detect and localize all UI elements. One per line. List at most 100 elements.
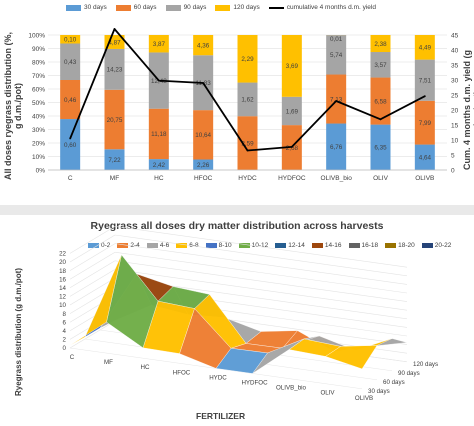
data-label-90-days-hydfoc: 1,69 <box>286 108 299 115</box>
data-label-120-days-olivb-bio: 0,01 <box>330 36 343 43</box>
data-label-120-days-c: 0,10 <box>64 37 77 44</box>
left-tick-60: 60% <box>32 86 45 93</box>
legend-item-band-12-14: 12-14 <box>275 242 305 249</box>
side-gridline-18 <box>69 243 116 271</box>
right-tick-40: 40 <box>451 47 459 54</box>
legend-label-30-days: 30 days <box>84 4 107 11</box>
surface-depth-tick-30-days: 30 days <box>368 388 390 395</box>
bar-segment-60-days-oliv <box>370 77 391 125</box>
bar-segment-90-days-olivb <box>414 59 435 101</box>
surface-x-tick-hydc: HYDC <box>209 374 227 381</box>
bar-segment-120-days-hc <box>148 35 169 53</box>
bar-segment-90-days-hydc <box>237 82 258 117</box>
data-label-60-days-olivb: 7,99 <box>419 120 432 127</box>
x-tick-oliv: OLIV <box>373 175 388 182</box>
data-label-90-days-olivb: 7,51 <box>419 77 432 84</box>
x-tick-hc: HC <box>154 175 164 182</box>
data-label-90-days-oliv: 3,57 <box>374 62 387 69</box>
data-label-60-days-hc: 11,18 <box>151 131 167 138</box>
legend-label-band-16-18: 16-18 <box>361 242 379 249</box>
left-tick-80: 80% <box>32 59 45 66</box>
data-label-120-days-hfoc: 4,36 <box>197 42 210 49</box>
stacked-bar-chart-panel: 30 days 60 days 90 days 120 days cumulat… <box>0 0 474 204</box>
side-gridline-14 <box>69 260 116 289</box>
z-tick-14: 14 <box>59 285 66 292</box>
right-tick-5: 5 <box>451 152 455 159</box>
bar-segment-30-days-hfoc <box>193 159 214 170</box>
side-gridline-12 <box>69 269 116 297</box>
bar-segment-120-days-olivb <box>414 35 435 60</box>
legend-item-cumulative: cumulative 4 months d.m. yield <box>268 4 376 11</box>
bar-segment-30-days-mf <box>104 149 125 170</box>
legend-swatch-band-14-16 <box>311 243 323 248</box>
left-tick-30: 30% <box>32 127 45 134</box>
z-tick-2: 2 <box>63 337 67 344</box>
bar-segment-120-days-hfoc <box>193 35 214 56</box>
left-tick-70: 70% <box>32 73 45 80</box>
legend-label-band-12-14: 12-14 <box>288 242 305 249</box>
bar-segment-120-days-oliv <box>370 35 391 53</box>
bar-segment-30-days-oliv <box>370 124 391 170</box>
legend-label-band-20-22: 20-22 <box>434 242 452 249</box>
back-gridline-12 <box>114 269 408 311</box>
legend-swatch-cumulative-line <box>268 6 284 9</box>
bar-segment-60-days-hc <box>148 108 169 160</box>
legend-swatch-band-0-2 <box>88 243 99 248</box>
bar-segment-90-days-olivb-bio <box>326 35 347 75</box>
z-tick-10: 10 <box>59 302 66 309</box>
left-tick-10: 10% <box>32 154 45 161</box>
side-gridline-16 <box>69 251 116 280</box>
side-gridline-20 <box>69 234 116 263</box>
data-label-120-days-hydfoc: 3,69 <box>286 63 299 70</box>
surface-depth-tick-120-days: 120 days <box>413 361 438 368</box>
legend-swatch-band-2-4 <box>117 243 129 248</box>
surface-cell-c-30-days <box>69 254 122 346</box>
legend-item-90-days: 90 days <box>165 4 206 11</box>
legend-item-30-days: 30 days <box>66 4 107 11</box>
surface-depth-tick-60-days: 60 days <box>383 379 405 386</box>
cumulative-point-oliv <box>379 118 382 121</box>
surface-chart-panel: Ryegrass all doses dry matter distributi… <box>0 215 474 426</box>
legend-item-band-2-4: 2-4 <box>117 242 140 249</box>
legend-label-60-days: 60 days <box>133 4 157 11</box>
legend-label-band-10-12: 10-12 <box>251 242 269 249</box>
legend-item-band-10-12: 10-12 <box>238 242 269 249</box>
data-label-30-days-olivb-bio: 6,76 <box>330 144 343 151</box>
data-label-30-days-hc: 2,42 <box>153 162 166 169</box>
bar-segment-30-days-hc <box>148 159 169 170</box>
x-tick-mf: MF <box>110 175 119 182</box>
data-label-30-days-mf: 7,22 <box>108 157 121 164</box>
z-tick-20: 20 <box>59 259 66 266</box>
surface-x-tick-oliv: OLIV <box>320 390 335 397</box>
surface-x-tick-mf: MF <box>104 359 113 366</box>
back-gridline-22 <box>114 226 408 268</box>
left-tick-40: 40% <box>32 113 45 120</box>
legend-item-60-days: 60 days <box>115 4 157 11</box>
z-tick-8: 8 <box>63 311 67 318</box>
surface-x-tick-hydfoc: HYDFOC <box>241 380 268 387</box>
surface-x-tick-hc: HC <box>141 364 150 371</box>
bar-segment-120-days-hydfoc <box>281 35 302 97</box>
legend-swatch-band-18-20 <box>385 243 397 248</box>
legend-swatch-band-8-10 <box>205 243 217 248</box>
surface-x-tick-olivb: OLIVB <box>355 395 373 402</box>
surface-x-tick-olivb-bio: OLIVB_bio <box>276 385 306 392</box>
surface-x-axis-title: FERTILIZER <box>196 411 246 421</box>
bar-segment-60-days-olivb-bio <box>326 74 347 124</box>
left-tick-50: 50% <box>32 100 45 107</box>
surface-x-tick-c: C <box>70 354 75 361</box>
right-tick-20: 20 <box>451 107 459 114</box>
side-gridline-22 <box>69 226 116 254</box>
z-tick-18: 18 <box>59 268 66 275</box>
bar-segment-90-days-c <box>60 43 81 80</box>
x-tick-hydc: HYDC <box>238 175 257 182</box>
legend-item-band-0-2: 0-2 <box>88 242 110 249</box>
bar-segment-120-days-c <box>60 35 81 44</box>
bar-segment-30-days-olivb-bio <box>326 123 347 170</box>
legend-swatch-30-days <box>66 4 81 11</box>
legend-label-band-0-2: 0-2 <box>101 242 111 249</box>
left-tick-20: 20% <box>32 140 45 147</box>
left-tick-0: 0% <box>36 167 46 174</box>
cumulative-point-c <box>69 137 72 140</box>
side-gridline-0 <box>69 320 116 349</box>
